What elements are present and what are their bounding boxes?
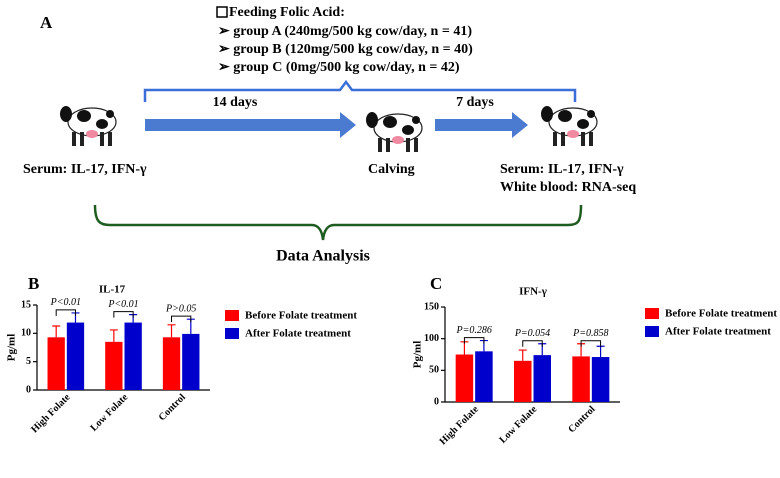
group-item: ➢ group A (240mg/500 kg cow/day, n = 41) xyxy=(218,24,472,39)
significance-bracket xyxy=(55,309,76,316)
y-tick-label: 0 xyxy=(26,384,31,395)
legend-label: After Folate treatment xyxy=(245,328,351,340)
bar xyxy=(514,360,532,402)
cow-icon xyxy=(365,111,423,153)
legend-swatch xyxy=(225,310,239,321)
stage-label: Serum: IL-17, IFN-γ xyxy=(500,162,624,177)
x-tick-label: Control xyxy=(566,404,597,435)
group-item: ➢ group B (120mg/500 kg cow/day, n = 40) xyxy=(218,42,473,57)
error-bar xyxy=(52,325,61,338)
stage-label: Calving xyxy=(368,162,415,177)
y-axis-label: Pg/ml xyxy=(412,341,424,369)
chart-title: IFN-γ xyxy=(519,286,547,298)
bar xyxy=(591,357,610,402)
y-tick-label: 10 xyxy=(21,328,31,339)
bar xyxy=(105,341,123,390)
y-tick-label: 50 xyxy=(429,365,439,376)
bar xyxy=(47,337,65,390)
significance-bracket xyxy=(171,315,192,323)
bar xyxy=(533,355,551,402)
stage-label: White blood: RNA-seq xyxy=(500,180,636,195)
y-tick-label: 150 xyxy=(424,301,439,312)
y-tick-label: 15 xyxy=(21,299,31,310)
legend-label: After Folate treatment xyxy=(665,326,771,338)
cow-icon xyxy=(59,105,117,147)
significance-bracket xyxy=(113,311,134,318)
y-tick-label: 0 xyxy=(434,396,439,407)
p-value: P<0.01 xyxy=(50,297,81,308)
p-value: P=0.286 xyxy=(455,325,491,336)
error-bar xyxy=(596,345,605,358)
bar xyxy=(572,356,590,402)
checkbox-icon xyxy=(216,6,228,18)
legend-label: Before Folate treatment xyxy=(665,308,777,320)
bar xyxy=(475,351,493,402)
p-value: P=0.054 xyxy=(514,328,550,339)
x-tick-label: High Folate xyxy=(438,404,482,448)
bar xyxy=(124,322,142,390)
arrow xyxy=(145,112,356,138)
stage-label: Serum: IL-17, IFN-γ xyxy=(23,162,147,177)
error-bar xyxy=(109,329,118,342)
panel-label: A xyxy=(40,13,53,32)
analysis-label: Data Analysis xyxy=(276,248,370,265)
x-tick-label: High Folate xyxy=(29,392,73,436)
significance-bracket xyxy=(463,337,485,344)
error-bar xyxy=(518,349,527,361)
error-bar xyxy=(460,341,469,355)
legend-label: Before Folate treatment xyxy=(245,310,357,322)
bracket xyxy=(143,79,577,102)
bar xyxy=(455,354,474,402)
legend-swatch xyxy=(645,326,659,337)
panel-label: B xyxy=(28,274,39,293)
significance-bracket xyxy=(580,340,602,347)
bar xyxy=(182,333,200,390)
error-bar xyxy=(167,324,176,338)
x-tick-label: Control xyxy=(157,392,188,423)
arrow xyxy=(435,112,528,138)
group-item: ➢ group C (0mg/500 kg cow/day, n = 42) xyxy=(218,60,460,75)
y-tick-label: 100 xyxy=(424,333,439,344)
feeding-title: Feeding Folic Acid: xyxy=(229,5,345,20)
legend-swatch xyxy=(225,328,239,339)
panel-label: C xyxy=(430,274,442,293)
interval-label: 14 days xyxy=(213,95,258,110)
interval-label: 7 days xyxy=(456,95,494,110)
x-tick-label: Low Folate xyxy=(88,392,130,434)
p-value: P>0.05 xyxy=(165,303,196,314)
cow-icon xyxy=(540,105,598,147)
bracket xyxy=(93,204,583,241)
y-tick-label: 5 xyxy=(26,356,31,367)
bar xyxy=(162,337,181,390)
legend-swatch xyxy=(645,308,659,319)
chart-title: IL-17 xyxy=(99,284,126,296)
significance-bracket xyxy=(522,340,543,347)
y-axis-label: Pg/ml xyxy=(6,334,18,362)
x-tick-label: Low Folate xyxy=(497,404,539,446)
p-value: P<0.01 xyxy=(107,299,138,310)
bar xyxy=(66,322,85,390)
p-value: P=0.858 xyxy=(572,328,608,339)
